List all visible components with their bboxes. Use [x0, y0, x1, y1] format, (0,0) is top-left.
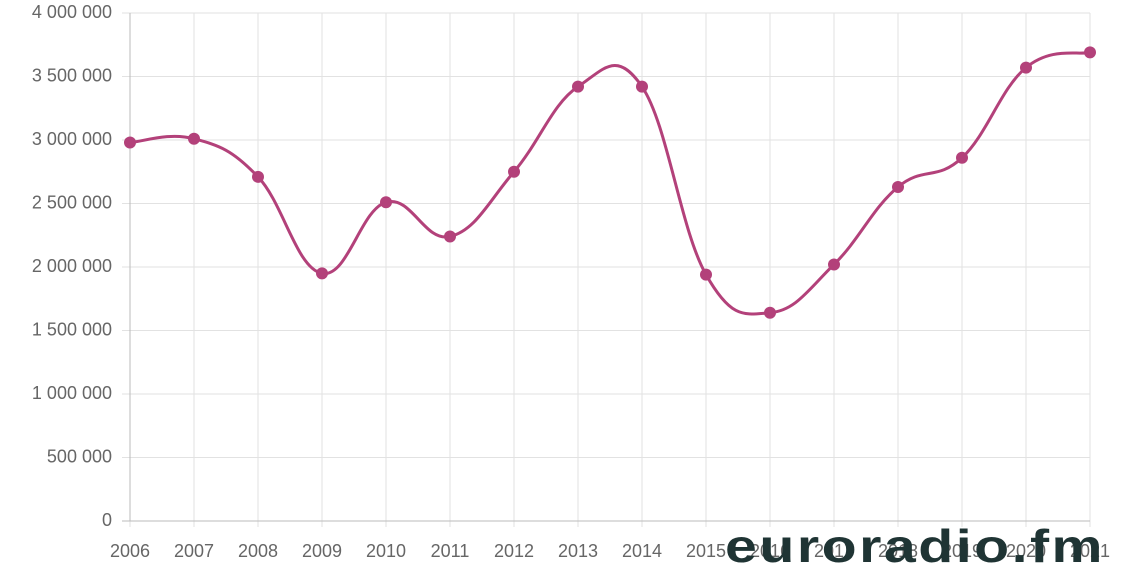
point — [252, 170, 264, 183]
x-tick-label: 2012 — [494, 541, 534, 561]
y-tick-label: 1 000 000 — [32, 383, 112, 403]
x-tick-label: 2017 — [814, 541, 854, 561]
x-tick-label: 2013 — [558, 541, 598, 561]
point — [444, 230, 456, 243]
point — [124, 136, 136, 149]
y-tick-label: 1 500 000 — [32, 319, 112, 339]
y-tick-label: 0 — [102, 510, 112, 530]
point — [956, 151, 968, 164]
point — [1020, 61, 1032, 74]
x-tick-label: 2011 — [431, 541, 470, 561]
point — [316, 267, 328, 280]
x-tick-label: 2021 — [1070, 541, 1110, 561]
point — [380, 196, 392, 209]
point — [188, 132, 200, 145]
x-tick-label: 2018 — [878, 541, 918, 561]
x-tick-label: 2006 — [110, 541, 150, 561]
y-tick-label: 500 000 — [47, 446, 112, 466]
x-tick-label: 2008 — [238, 541, 278, 561]
x-tick-label: 2007 — [174, 541, 214, 561]
x-tick-label: 2019 — [942, 541, 982, 561]
point — [508, 165, 520, 178]
point — [1084, 46, 1096, 59]
point — [764, 306, 776, 319]
x-tick-label: 2014 — [622, 541, 662, 561]
point — [828, 258, 840, 271]
line — [129, 50, 1091, 316]
point — [892, 180, 904, 193]
x-tick-label: 2016 — [750, 541, 790, 561]
point — [572, 80, 584, 93]
y-tick-label: 2 500 000 — [32, 192, 112, 212]
watermark: euroradio.fm — [725, 520, 1105, 572]
y-tick-label: 2 000 000 — [32, 256, 112, 276]
x-tick-label: 2020 — [1006, 541, 1046, 561]
point — [700, 268, 712, 281]
x-tick-label: 2009 — [302, 541, 342, 561]
y-tick-label: 3 500 000 — [32, 65, 112, 85]
y-tick-label: 3 000 000 — [32, 129, 112, 149]
x-tick-label: 2010 — [366, 541, 406, 561]
y-tick-label: 4 000 000 — [32, 2, 112, 22]
x-tick-label: 2015 — [686, 541, 726, 561]
point — [636, 80, 648, 93]
